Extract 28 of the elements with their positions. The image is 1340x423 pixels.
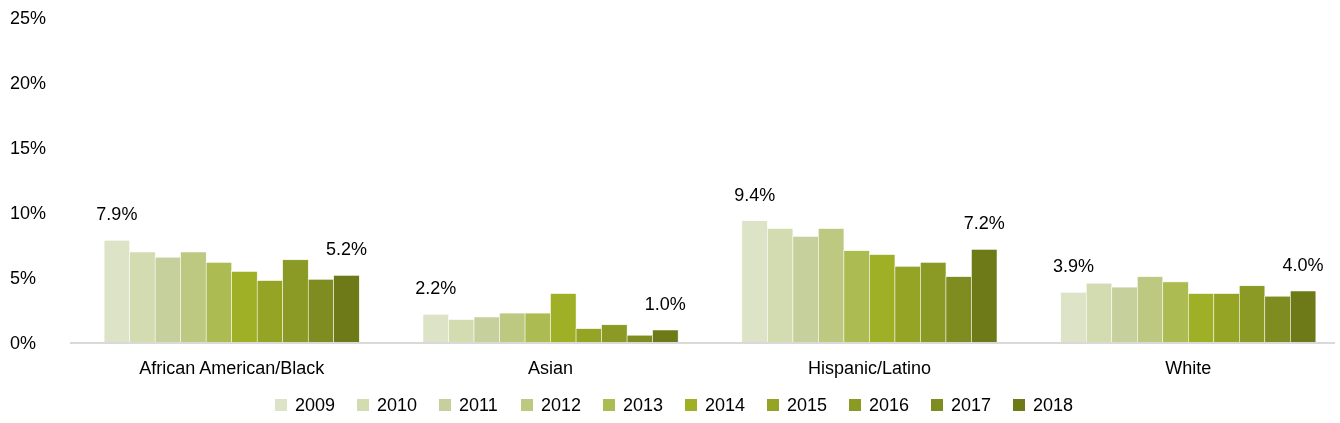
legend-label: 2018 [1033, 395, 1074, 415]
legend-label: 2014 [705, 395, 746, 415]
data-label: 7.9% [96, 204, 138, 225]
legend-label: 2009 [295, 395, 336, 415]
x-tick-label: African American/Black [139, 357, 326, 378]
data-label: 4.0% [1282, 255, 1324, 275]
y-tick-label: 10% [10, 203, 47, 224]
x-tick-label: Asian [528, 357, 574, 378]
legend-label: 2015 [787, 395, 828, 415]
data-label: 1.0% [644, 294, 686, 314]
legend-label: 2011 [459, 395, 498, 415]
y-tick-label: 20% [10, 73, 47, 94]
legend-label: 2013 [623, 395, 664, 415]
y-tick-label: 15% [10, 138, 47, 159]
data-label: 9.4% [734, 184, 776, 205]
y-tick-label: 0% [10, 333, 37, 354]
legend-label: 2017 [951, 395, 992, 415]
legend-label: 2016 [869, 395, 910, 415]
x-tick-label: Hispanic/Latino [807, 357, 931, 378]
y-tick-label: 5% [10, 268, 37, 289]
y-tick-label: 25% [10, 8, 47, 29]
data-label: 5.2% [325, 239, 367, 260]
x-tick-label: White [1165, 357, 1212, 378]
data-label: 2.2% [415, 278, 457, 299]
legend-label: 2012 [541, 395, 582, 415]
legend-label: 2010 [377, 395, 418, 415]
data-label: 7.2% [963, 213, 1005, 234]
data-label: 3.9% [1053, 256, 1095, 277]
